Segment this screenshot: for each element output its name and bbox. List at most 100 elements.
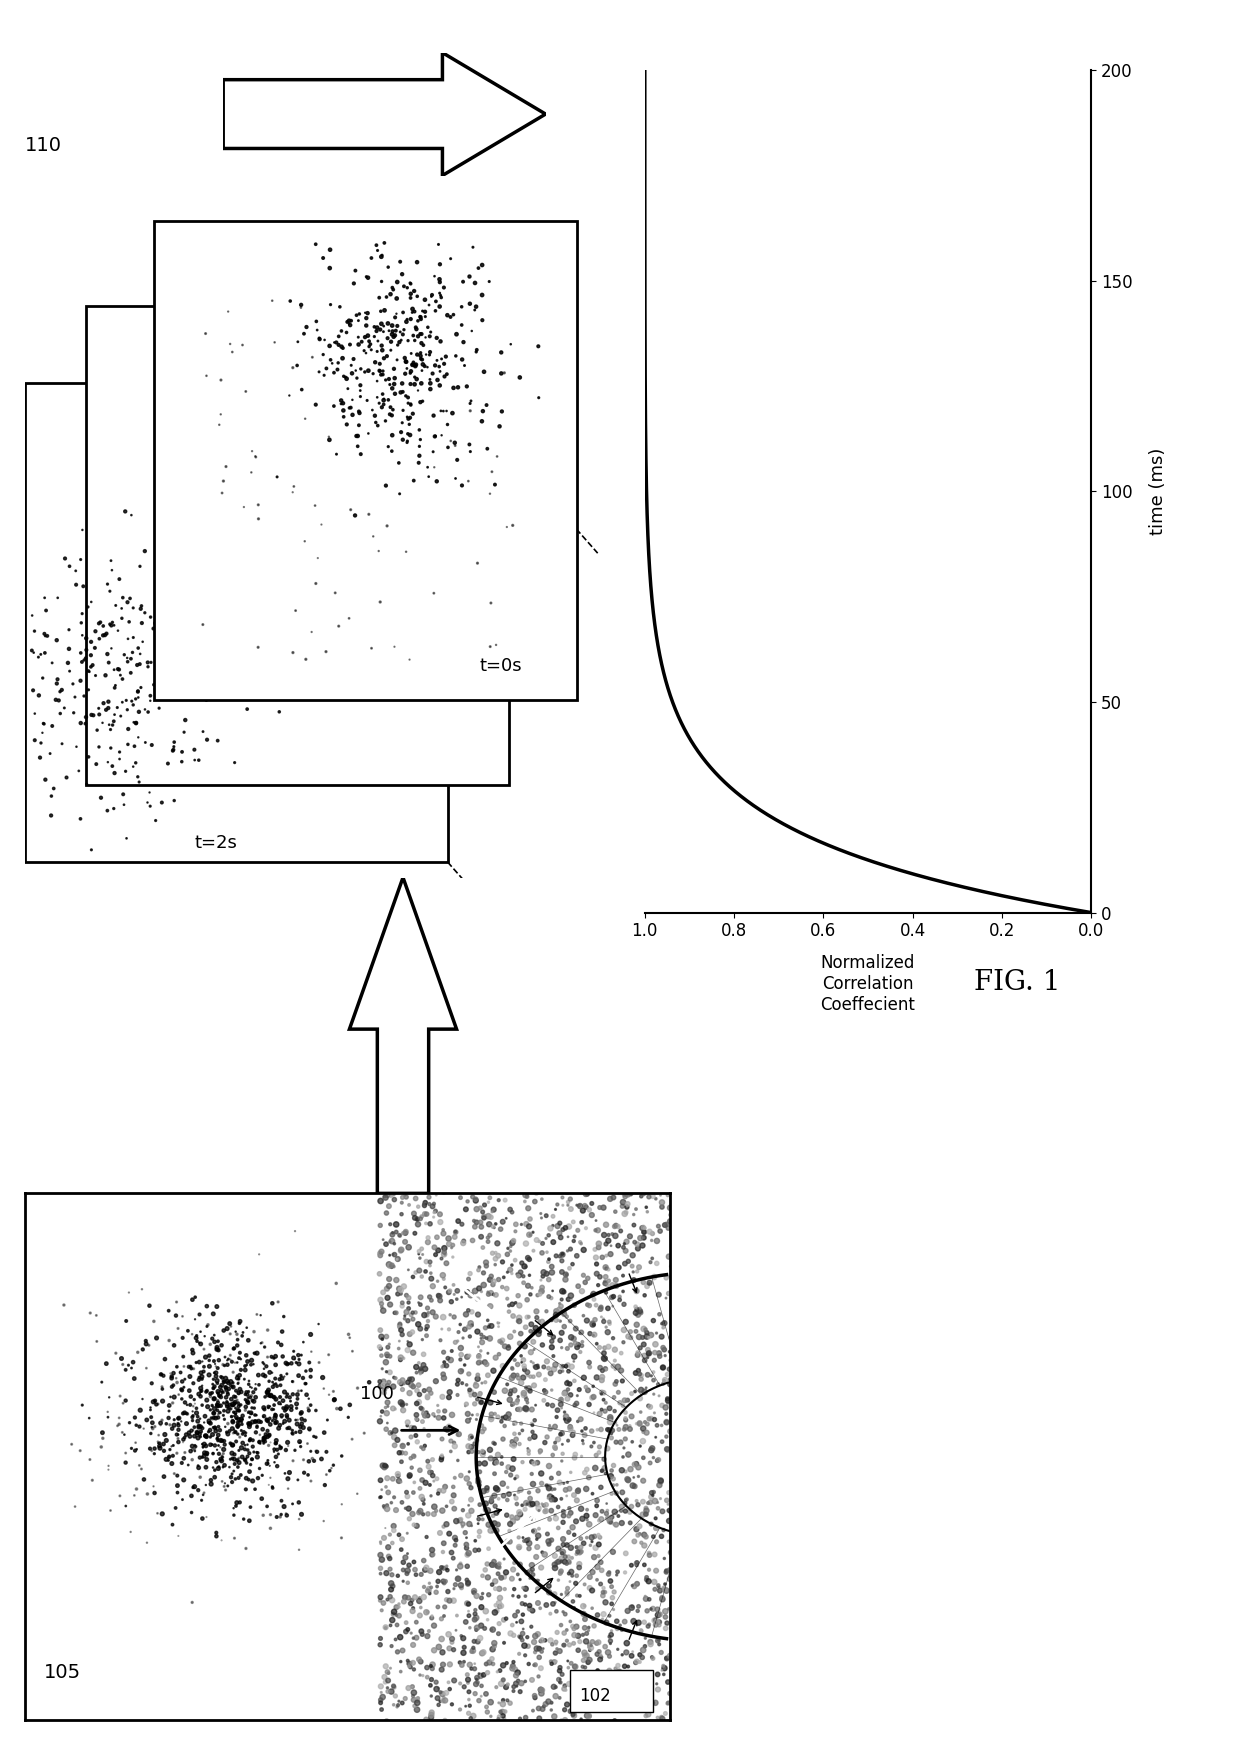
Point — [361, 330, 381, 358]
Point — [606, 1367, 626, 1395]
Point — [348, 421, 368, 449]
Point — [613, 1478, 632, 1506]
Point — [544, 1702, 564, 1730]
Point — [627, 1648, 647, 1676]
Point — [614, 1290, 634, 1318]
Point — [562, 1323, 582, 1351]
Point — [461, 1704, 481, 1732]
Point — [418, 1299, 438, 1327]
Point — [692, 1627, 712, 1655]
Point — [378, 1534, 398, 1562]
Point — [600, 1508, 620, 1536]
Point — [583, 1309, 603, 1337]
Point — [637, 1597, 657, 1625]
Point — [691, 1192, 711, 1220]
Point — [180, 1390, 200, 1418]
Point — [510, 1304, 529, 1332]
Point — [69, 756, 89, 784]
Point — [37, 621, 57, 649]
Point — [113, 1350, 133, 1378]
Point — [294, 1458, 314, 1486]
Point — [453, 1509, 472, 1537]
Point — [436, 1415, 456, 1443]
Point — [560, 1281, 580, 1309]
Point — [196, 1422, 216, 1450]
Point — [536, 1365, 556, 1393]
Point — [190, 1420, 210, 1448]
Point — [379, 1250, 399, 1278]
Point — [434, 1569, 454, 1597]
Point — [525, 1681, 544, 1709]
Point — [392, 1288, 412, 1316]
Point — [419, 1422, 439, 1450]
Point — [484, 1267, 503, 1295]
Point — [229, 1488, 249, 1516]
Point — [546, 1300, 565, 1329]
Point — [149, 1422, 169, 1450]
Point — [422, 1536, 441, 1564]
Point — [174, 1343, 193, 1371]
Point — [413, 1351, 433, 1379]
Point — [497, 1371, 517, 1399]
Point — [243, 1408, 263, 1436]
Point — [520, 1478, 539, 1506]
Point — [373, 386, 393, 414]
Point — [579, 1464, 599, 1492]
Point — [153, 607, 172, 635]
Point — [394, 344, 414, 372]
Point — [393, 1344, 413, 1372]
Point — [93, 1418, 113, 1446]
Point — [573, 1430, 593, 1458]
Point — [688, 1504, 708, 1532]
Point — [608, 1662, 627, 1690]
Point — [408, 1211, 428, 1239]
Point — [560, 1195, 580, 1223]
Point — [42, 649, 62, 677]
Point — [470, 1518, 490, 1546]
Point — [644, 1365, 663, 1393]
Point — [123, 639, 143, 667]
Point — [605, 1221, 625, 1250]
Text: 102: 102 — [579, 1687, 611, 1706]
Point — [98, 570, 118, 598]
Point — [260, 1515, 280, 1543]
Point — [454, 1639, 474, 1667]
Point — [616, 1639, 636, 1667]
Point — [463, 1423, 482, 1451]
Point — [642, 1732, 662, 1755]
Point — [409, 449, 429, 477]
Point — [156, 1409, 176, 1437]
Point — [407, 1167, 427, 1195]
Point — [672, 1569, 692, 1597]
Point — [589, 1439, 609, 1467]
Point — [383, 1218, 403, 1246]
Point — [484, 1357, 503, 1385]
Point — [352, 328, 372, 356]
Point — [223, 1420, 243, 1448]
Point — [205, 1372, 224, 1400]
Point — [432, 1441, 451, 1469]
Point — [634, 1418, 653, 1446]
Point — [502, 1390, 522, 1418]
Point — [410, 1360, 430, 1388]
Point — [479, 1279, 498, 1307]
Point — [626, 1160, 646, 1188]
Point — [511, 1623, 531, 1651]
Point — [441, 426, 461, 455]
Point — [675, 1525, 694, 1553]
Point — [454, 1711, 474, 1739]
Point — [542, 1688, 562, 1716]
Point — [445, 1171, 465, 1199]
Point — [186, 1323, 206, 1351]
Point — [420, 369, 440, 397]
Point — [589, 1543, 609, 1571]
Point — [527, 1634, 547, 1662]
Point — [604, 1451, 624, 1479]
Point — [372, 337, 392, 365]
Point — [391, 1279, 410, 1307]
Point — [512, 1250, 532, 1278]
Point — [398, 1327, 418, 1355]
Point — [585, 1501, 605, 1529]
Point — [608, 1636, 627, 1664]
Point — [512, 1620, 532, 1648]
